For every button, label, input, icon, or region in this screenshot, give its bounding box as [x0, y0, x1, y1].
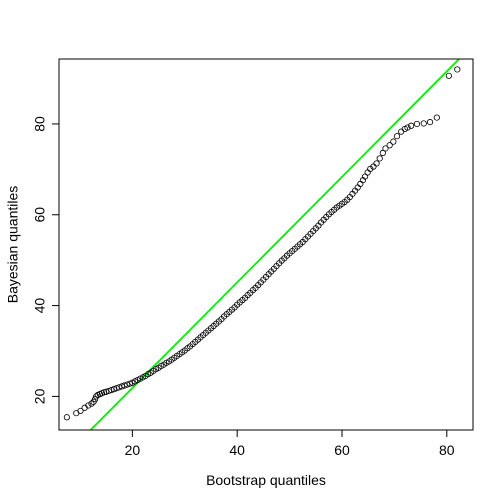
reference-line-layer [89, 58, 460, 431]
data-point [77, 407, 84, 415]
data-point [382, 145, 389, 152]
x-tick-label: 40 [229, 442, 245, 458]
plot-frame [58, 58, 474, 431]
data-point [121, 382, 128, 389]
data-point [420, 120, 427, 127]
y-tick-label: 20 [32, 388, 48, 404]
y-tick-label: 60 [32, 207, 48, 223]
data-point [386, 142, 393, 149]
data-point [126, 380, 133, 387]
data-point [105, 387, 112, 395]
data-point [426, 119, 434, 126]
data-point [398, 128, 405, 135]
data-point [88, 400, 95, 407]
data-point [124, 381, 131, 388]
data-point [454, 66, 461, 73]
data-point [393, 133, 401, 140]
data-point [110, 386, 118, 393]
data-point [359, 177, 367, 184]
data-point [373, 160, 380, 167]
y-tick-label: 80 [32, 116, 48, 132]
data-point [379, 149, 386, 157]
data-point [376, 155, 383, 162]
axes-layer: 20 40 60 80 20 40 60 80 [32, 116, 455, 458]
data-point [63, 414, 70, 421]
data-point [433, 114, 440, 121]
data-point [85, 402, 92, 409]
data-point [367, 165, 374, 172]
x-tick-label: 60 [334, 442, 350, 458]
data-point [357, 180, 364, 187]
data-point [108, 386, 115, 394]
data-point [390, 138, 397, 145]
y-axis-title: Bayesian quantiles [5, 186, 21, 304]
data-point [103, 388, 110, 395]
data-point [116, 384, 123, 391]
data-point [413, 120, 421, 128]
data-point [404, 124, 411, 131]
reference-line [89, 58, 460, 431]
y-tick-label: 40 [32, 298, 48, 314]
data-point [118, 383, 125, 390]
data-point [113, 385, 120, 392]
data-point [370, 163, 377, 170]
data-point [445, 72, 452, 79]
x-tick-label: 20 [125, 442, 141, 458]
x-tick-label: 80 [439, 442, 455, 458]
points-layer [63, 66, 461, 421]
data-point [408, 122, 415, 129]
data-point [364, 169, 371, 176]
x-axis-title: Bootstrap quantiles [206, 472, 326, 488]
